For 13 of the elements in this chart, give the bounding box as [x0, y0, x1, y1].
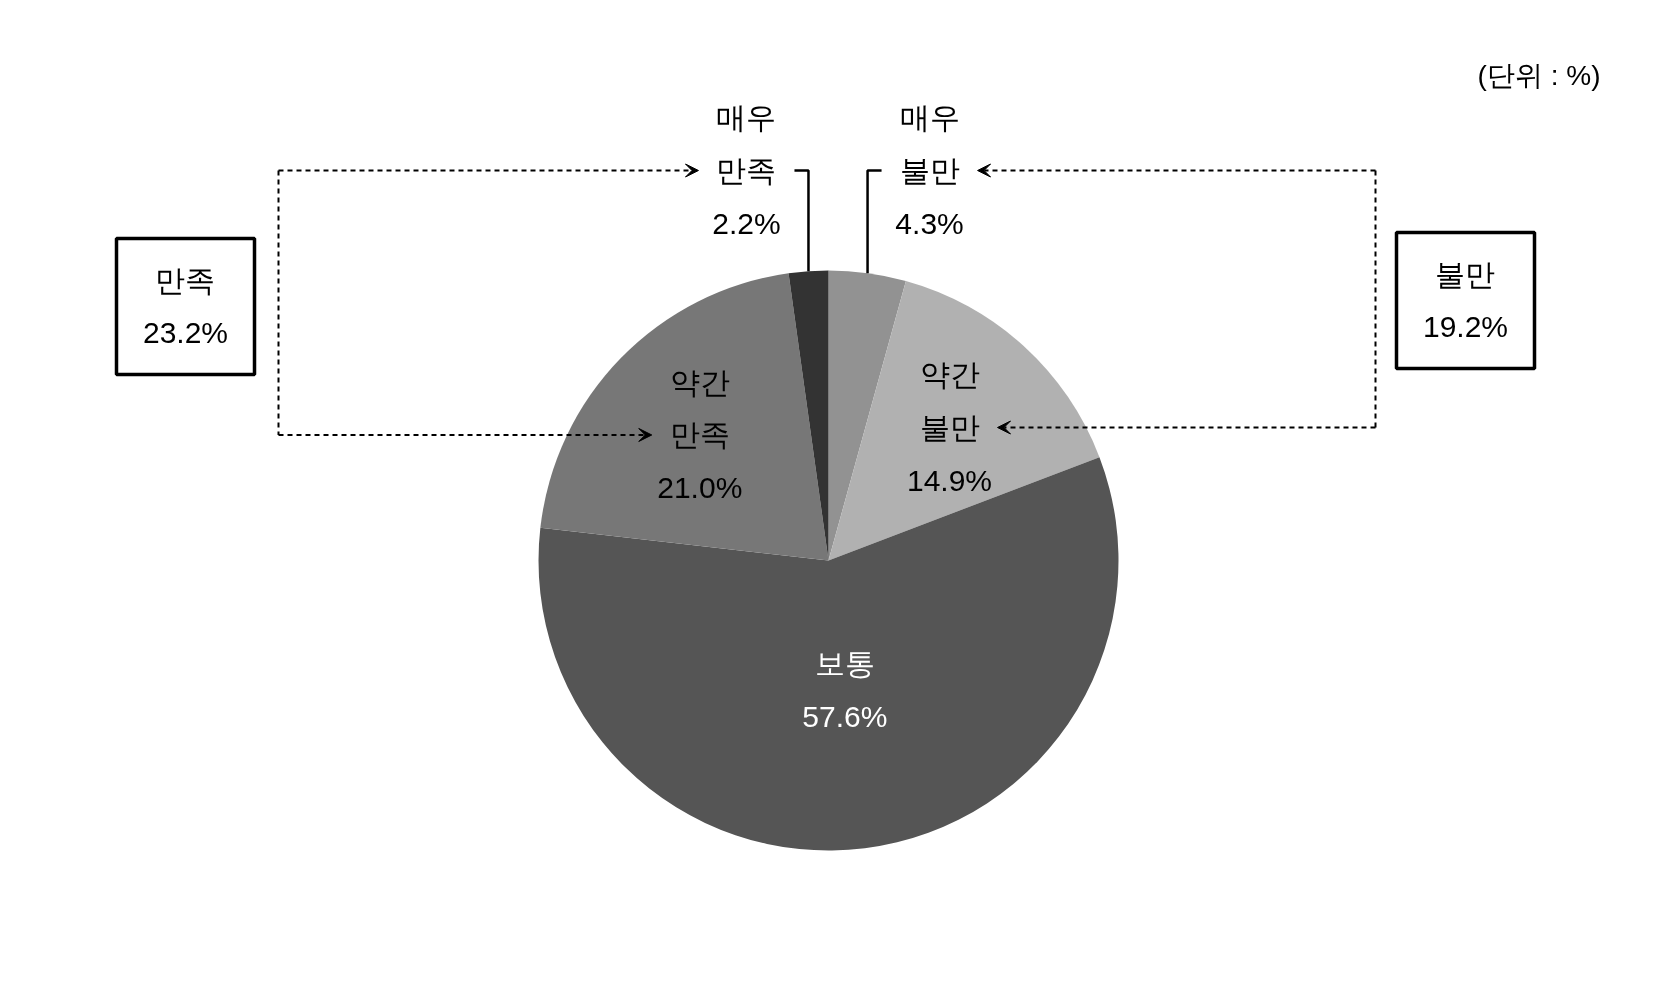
- text: 불만 19.2%: [1422, 257, 1509, 344]
- text: 만족 23.2%: [142, 263, 229, 350]
- data-label: 2.2%: [712, 206, 781, 240]
- data-label: 21.0%: [657, 471, 743, 505]
- data-label: 57.6%: [802, 699, 888, 733]
- data-label: 14.9%: [906, 463, 993, 497]
- text: (단위 : %): [1477, 60, 1601, 91]
- slice-label: 매우 만족: [716, 101, 777, 187]
- slice-label: 매우 불만: [899, 101, 960, 187]
- slice-label: 보통: [814, 647, 875, 681]
- data-label: 4.3%: [895, 206, 964, 240]
- slice-label: 약간 불만: [919, 358, 980, 445]
- slice-label: 약간 만족: [669, 365, 730, 452]
